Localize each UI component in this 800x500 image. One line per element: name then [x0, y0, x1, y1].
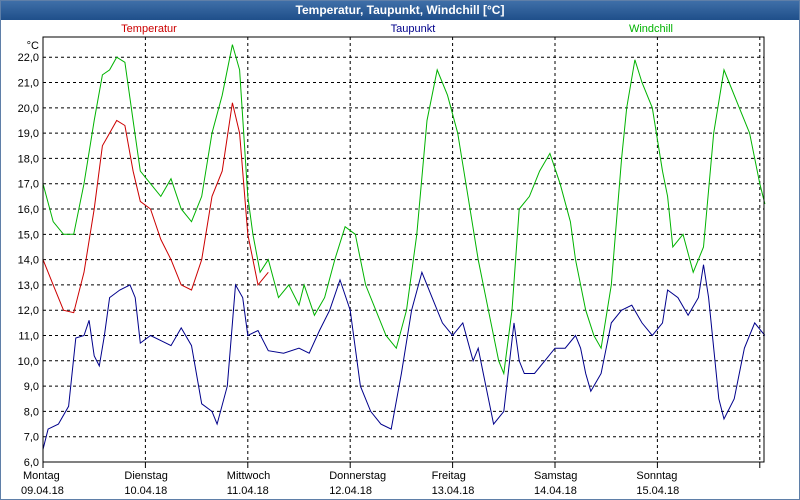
y-axis-unit: °C	[27, 40, 39, 52]
x-tick-day: Freitag	[432, 470, 466, 482]
series-line-taupunkt	[42, 264, 766, 450]
grid	[43, 37, 764, 462]
x-tick-date: 10.04.18	[124, 485, 167, 497]
x-tick-day: Mittwoch	[227, 470, 270, 482]
y-tick-label: 6,0	[24, 457, 39, 469]
series-line-windchill	[42, 44, 766, 376]
x-tick-date: 09.04.18	[21, 485, 64, 497]
y-axis: 6,0 7,0 8,0 9,0 10,0 11,0 12,0 13,0 14,0 15,0 16,0…	[18, 40, 39, 469]
x-tick-day: Montag	[23, 470, 60, 482]
x-tick-date: 15.04.18	[636, 485, 679, 497]
plot-border	[42, 36, 765, 463]
y-tick-label: 19,0	[18, 128, 39, 140]
legend-label-temperatur: Temperatur	[121, 23, 177, 35]
y-tick-label: 17,0	[18, 179, 39, 191]
series-group	[42, 44, 766, 450]
y-tick-label: 10,0	[18, 356, 39, 368]
x-tick-date: 11.04.18	[227, 485, 269, 497]
window-title: Temperatur, Taupunkt, Windchill [°C]	[1, 1, 799, 20]
series-line-temperatur	[42, 102, 269, 314]
legend-label-taupunkt: Taupunkt	[391, 23, 436, 35]
x-tick-day: Dienstag	[124, 470, 167, 482]
legend-label-windchill: Windchill	[629, 23, 673, 35]
y-tick-label: 21,0	[18, 78, 39, 90]
y-tick-label: 20,0	[18, 103, 39, 115]
y-tick-label: 22,0	[18, 52, 39, 64]
x-tick-date: 12.04.18	[329, 485, 372, 497]
x-tick-day: Samstag	[534, 470, 577, 482]
legend: Temperatur Taupunkt Windchill	[121, 23, 673, 35]
x-tick-day: Donnerstag	[329, 470, 386, 482]
y-tick-label: 13,0	[18, 280, 39, 292]
y-tick-label: 7,0	[24, 432, 39, 444]
y-tick-label: 12,0	[18, 305, 39, 317]
y-tick-label: 15,0	[18, 229, 39, 241]
y-tick-label: 11,0	[18, 331, 39, 343]
y-tick-label: 8,0	[24, 406, 39, 418]
x-tick-date: 14.04.18	[534, 485, 577, 497]
x-axis: Montag 09.04.18 Dienstag 10.04.18 Mittwoch 11…	[21, 462, 761, 497]
y-tick-label: 9,0	[24, 381, 39, 393]
chart: 6,0 7,0 8,0 9,0 10,0 11,0 12,0 13,0 14,0 15,0 16,0…	[1, 20, 799, 499]
y-tick-label: 18,0	[18, 153, 39, 165]
y-tick-label: 14,0	[18, 255, 39, 267]
x-tick-day: Sonntag	[636, 470, 677, 482]
x-tick-date: 13.04.18	[432, 485, 475, 497]
y-tick-label: 16,0	[18, 204, 39, 216]
